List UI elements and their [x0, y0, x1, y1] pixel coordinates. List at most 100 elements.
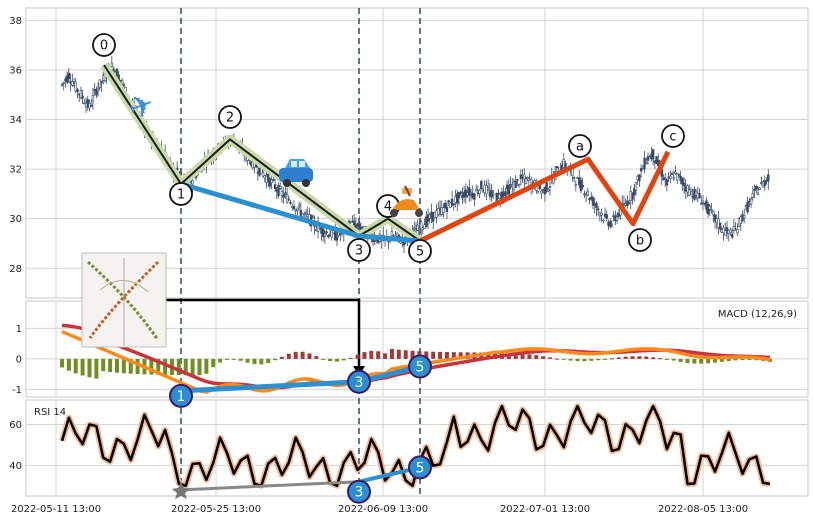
- candle-body: [60, 83, 64, 86]
- wave-label-1-circle: [169, 182, 193, 206]
- wave-label-1-text: 1: [177, 188, 185, 203]
- macd-histogram-bar: [458, 352, 463, 359]
- candle-body: [297, 204, 301, 207]
- candle-body: [459, 191, 462, 194]
- correction-wave-line: [418, 150, 671, 244]
- macd-histogram-bar: [582, 358, 587, 362]
- macd-histogram-bar: [334, 358, 339, 362]
- candle-body: [74, 81, 77, 92]
- macd-histogram-bar: [211, 358, 216, 368]
- candle-body: [79, 90, 83, 98]
- macd-histogram-bar: [355, 354, 360, 359]
- macd-histogram-bar: [706, 358, 711, 364]
- candle-body: [62, 81, 65, 84]
- macd-histogram-bar: [176, 358, 181, 376]
- macd-label-3-text: 3: [355, 375, 364, 391]
- candle-body: [670, 173, 674, 175]
- macd-histogram-bar: [252, 358, 257, 365]
- rsi-label-3-text: 3: [355, 485, 364, 501]
- rsi-label-5-circle: [408, 455, 432, 480]
- candle-body: [311, 216, 315, 219]
- macd-histogram-bar: [94, 358, 99, 379]
- candle-body: [91, 95, 95, 102]
- macd-histogram-bar: [60, 358, 64, 368]
- y-tick-label: 34: [9, 115, 22, 126]
- y-tick-label: 60: [9, 420, 22, 431]
- candle-body: [571, 168, 574, 176]
- candle-body: [547, 188, 550, 192]
- wave-label-2-circle: [218, 105, 242, 129]
- candle-body: [457, 191, 461, 199]
- candle-body: [725, 227, 729, 231]
- candle-body: [756, 192, 760, 196]
- scooter-icon: [390, 185, 423, 217]
- macd-histogram-bar: [637, 356, 642, 359]
- candle-body: [688, 189, 691, 196]
- candle-body: [191, 180, 194, 185]
- candle-body: [758, 187, 761, 190]
- candle-body: [746, 201, 749, 213]
- macd-histogram-bar: [163, 358, 168, 375]
- macd-histogram-bar: [678, 358, 683, 363]
- macd-histogram-bar: [80, 358, 85, 376]
- y-tick-label: 40: [9, 461, 22, 472]
- price-divergence-line: [180, 181, 421, 244]
- candle-body: [755, 186, 758, 190]
- candle-body: [657, 159, 660, 166]
- candle-body: [634, 182, 638, 191]
- candle-body: [686, 185, 689, 193]
- candle-body: [753, 189, 756, 191]
- car-icon: [279, 159, 313, 187]
- candle-body: [96, 88, 100, 91]
- candle-body: [280, 191, 284, 196]
- candle-body: [285, 194, 289, 204]
- candle-body: [633, 188, 636, 196]
- macd-histogram-bar: [733, 358, 738, 361]
- wave-label-b-circle: [628, 228, 652, 252]
- x-tick-label: 2022-07-01 13:00: [500, 504, 590, 515]
- macd-histogram-bar: [300, 351, 305, 359]
- candle-body: [763, 180, 767, 187]
- candle-body: [602, 219, 605, 222]
- candle-body: [76, 88, 79, 92]
- candle-body: [304, 211, 308, 215]
- macd-histogram-bar: [609, 358, 614, 360]
- macd-histogram-bar: [685, 358, 690, 364]
- candle-body: [423, 224, 426, 229]
- candle-body: [447, 200, 450, 202]
- candle-body: [627, 202, 631, 204]
- candle-body: [450, 198, 454, 206]
- macd-histogram-bar: [156, 358, 161, 375]
- candle-body: [751, 193, 755, 198]
- macd-histogram-bar: [713, 358, 718, 363]
- candle-body: [674, 171, 677, 174]
- candle-body: [524, 178, 528, 185]
- candle-body: [419, 221, 423, 231]
- candle-body: [442, 207, 445, 214]
- macd-label-1-circle: [169, 383, 193, 408]
- macd-histogram-bar: [204, 358, 209, 374]
- candle-body: [81, 95, 84, 99]
- logo-thumbnail-icon: [81, 252, 167, 348]
- x-tick-label: 2022-05-25 13:00: [171, 504, 261, 515]
- macd-histogram-bar: [369, 350, 374, 359]
- macd-histogram-bar: [273, 358, 278, 361]
- wave-label-2-text: 2: [226, 111, 234, 126]
- candle-body: [504, 191, 507, 197]
- candle-body: [100, 81, 103, 84]
- candle-body: [526, 177, 529, 179]
- candle-body: [514, 180, 517, 188]
- candle-body: [523, 174, 526, 180]
- candle-body: [767, 174, 770, 182]
- macd-histogram-bar: [444, 352, 449, 359]
- candle-body: [631, 193, 634, 200]
- candle-body: [574, 183, 578, 186]
- macd-histogram-bar: [328, 358, 333, 362]
- candle-body: [339, 233, 342, 235]
- macd-histogram-bar: [238, 358, 243, 361]
- candle-body: [110, 62, 114, 67]
- candle-body: [516, 179, 519, 181]
- candle-body: [681, 178, 684, 185]
- candle-body: [279, 186, 282, 189]
